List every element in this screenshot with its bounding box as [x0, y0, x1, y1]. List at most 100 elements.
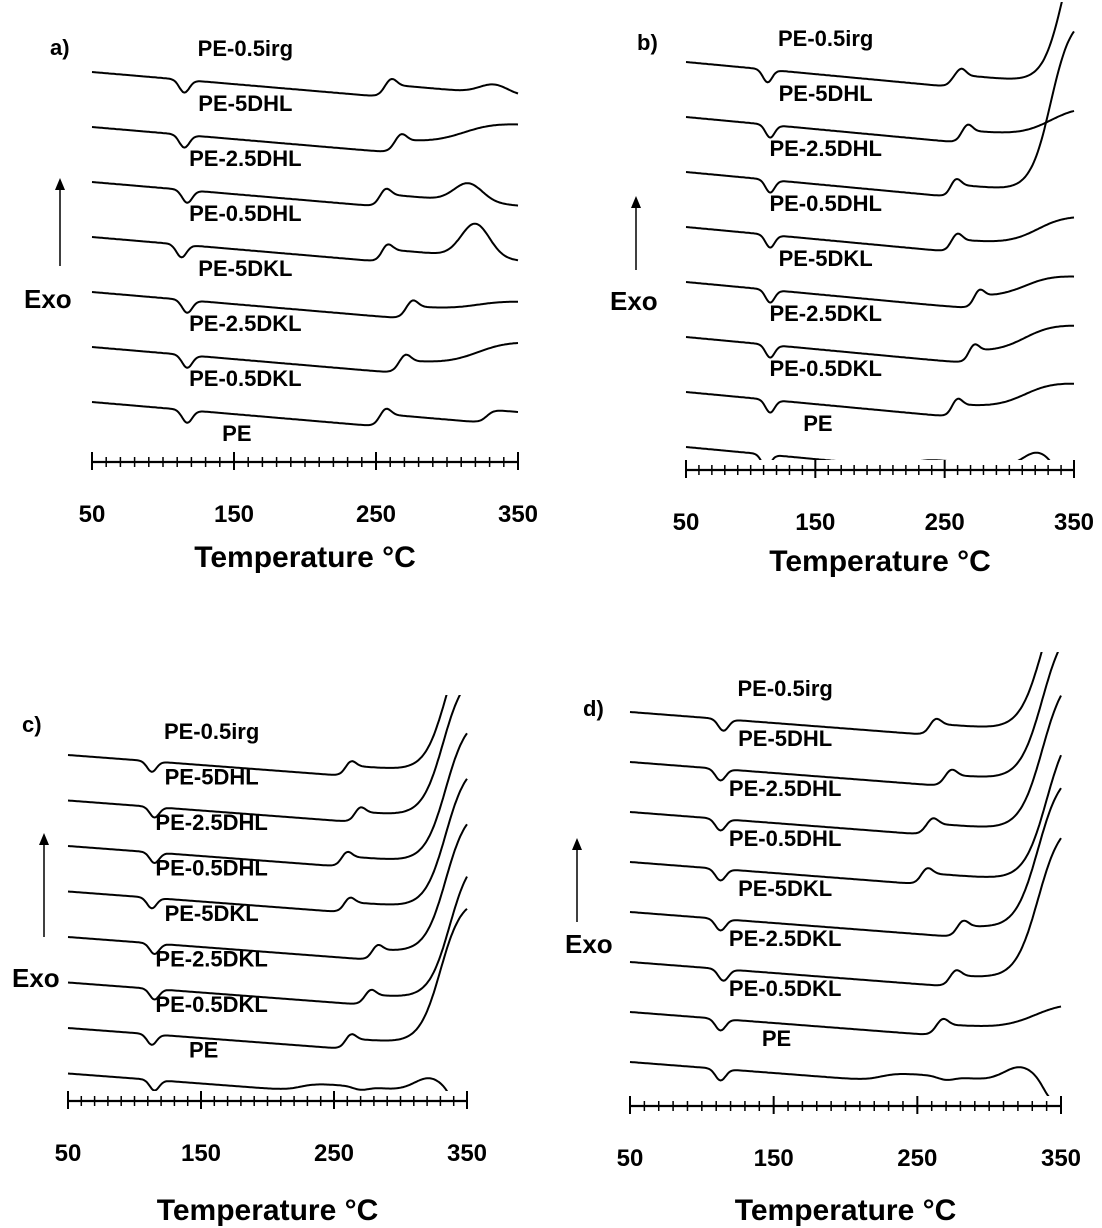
series-label: PE-0.5DHL	[769, 191, 881, 216]
x-tick-label: 50	[55, 1140, 82, 1167]
series-label: PE-2.5DHL	[155, 810, 267, 835]
series-label: PE	[762, 1026, 791, 1051]
x-tick-label: 50	[617, 1145, 644, 1172]
series-line	[685, 275, 1075, 309]
series-line	[629, 787, 1062, 937]
series-label: PE-5DKL	[198, 256, 292, 281]
series-line	[629, 837, 1062, 987]
series-line	[629, 754, 1062, 884]
series-label: PE	[222, 421, 251, 446]
exo-arrow-icon	[572, 838, 582, 850]
series-line	[685, 2, 1063, 87]
series-line	[685, 446, 1051, 460]
y-axis-title: Exo	[24, 284, 72, 314]
series-line	[91, 342, 519, 373]
series-label: PE-5DKL	[165, 901, 259, 926]
x-tick-label: 50	[79, 501, 106, 528]
chart-panel-c: c) 50 150 250 350 Temperature °C Exo PE-0.5irg P…	[12, 695, 487, 1227]
series-line	[91, 123, 519, 153]
x-tick-label: 250	[356, 501, 396, 528]
series-line	[685, 30, 1075, 197]
series-label: PE-5DKL	[738, 876, 832, 901]
series-label: PE-0.5DKL	[729, 976, 841, 1001]
series-line	[685, 216, 1075, 252]
series-label: PE-5DHL	[165, 765, 259, 790]
x-tick-label: 150	[795, 509, 835, 536]
series-line	[91, 401, 519, 427]
x-axis-title: Temperature °C	[194, 541, 416, 574]
series-line	[685, 109, 1075, 143]
series-label: PE-5DHL	[779, 81, 873, 106]
series-line	[685, 382, 1074, 417]
series-line	[67, 1072, 449, 1091]
series-label: PE-5DHL	[738, 726, 832, 751]
series-label: PE-0.5DHL	[155, 856, 267, 881]
exo-arrow-icon	[55, 178, 65, 190]
series-line	[91, 222, 519, 262]
series-line	[91, 71, 519, 97]
x-axis-title: Temperature °C	[769, 545, 991, 578]
x-axis-title: Temperature °C	[735, 1194, 957, 1227]
series-label: PE-0.5irg	[198, 36, 293, 61]
series-label: PE-5DKL	[779, 246, 873, 271]
series-line	[629, 695, 1062, 835]
series-label: PE-2.5DHL	[729, 776, 841, 801]
series-line	[91, 291, 518, 319]
series-label: PE-2.5DKL	[729, 926, 841, 951]
x-tick-label: 150	[214, 501, 254, 528]
x-tick-label: 250	[897, 1145, 937, 1172]
series-line	[685, 324, 1074, 363]
series-label: PE-2.5DHL	[769, 136, 881, 161]
y-axis-title: Exo	[565, 929, 613, 959]
series-label: PE-2.5DKL	[155, 947, 267, 972]
series-line	[91, 181, 519, 207]
y-axis-title: Exo	[12, 963, 60, 993]
series-label: PE-2.5DHL	[189, 146, 301, 171]
series-label: PE	[803, 411, 832, 436]
series-line	[67, 908, 468, 1049]
exo-arrow-icon	[631, 196, 641, 208]
panel-label: b)	[637, 30, 658, 55]
series-line	[67, 778, 468, 913]
series-line	[629, 652, 1059, 786]
x-tick-label: 350	[1054, 509, 1094, 536]
panel-label: c)	[22, 712, 42, 737]
x-tick-label: 50	[673, 509, 700, 536]
series-line	[67, 695, 461, 822]
chart-panel-d: d) 50 150 250 350 Temperature °C Exo PE-0.5irg P…	[565, 652, 1081, 1227]
series-line	[629, 652, 1043, 735]
exo-arrow-icon	[39, 833, 49, 845]
x-tick-label: 350	[447, 1140, 487, 1167]
x-tick-label: 150	[181, 1140, 221, 1167]
x-tick-label: 250	[925, 509, 965, 536]
series-label: PE	[189, 1038, 218, 1063]
x-tick-label: 350	[498, 501, 538, 528]
y-axis-title: Exo	[610, 286, 658, 316]
series-line	[629, 1061, 1050, 1096]
series-label: PE-0.5DKL	[189, 366, 301, 391]
series-label: PE-0.5irg	[778, 26, 873, 51]
series-line	[629, 1005, 1062, 1036]
x-tick-label: 250	[314, 1140, 354, 1167]
series-label: PE-0.5irg	[737, 676, 832, 701]
x-tick-label: 150	[754, 1145, 794, 1172]
series-label: PE-0.5irg	[164, 719, 259, 744]
chart-panel-b: b) 50 150 250 350 Temperature °C Exo PE-0.5irg P…	[610, 2, 1094, 578]
panel-label: d)	[583, 696, 604, 721]
series-line	[67, 876, 468, 1005]
x-tick-label: 350	[1041, 1145, 1081, 1172]
series-line	[67, 695, 448, 776]
series-label: PE-0.5DHL	[189, 201, 301, 226]
series-label: PE-2.5DKL	[189, 311, 301, 336]
series-label: PE-5DHL	[198, 91, 292, 116]
chart-panel-a: a) 50 150 250 350 Temperature °C Exo PE-0.5irg P…	[24, 35, 538, 574]
series-label: PE-2.5DKL	[769, 301, 881, 326]
series-label: PE-0.5DKL	[769, 356, 881, 381]
x-axis-title: Temperature °C	[157, 1194, 379, 1227]
series-line	[67, 823, 468, 960]
series-label: PE-0.5DKL	[155, 992, 267, 1017]
panel-label: a)	[50, 35, 70, 60]
series-line	[67, 732, 468, 867]
series-label: PE-0.5DHL	[729, 826, 841, 851]
